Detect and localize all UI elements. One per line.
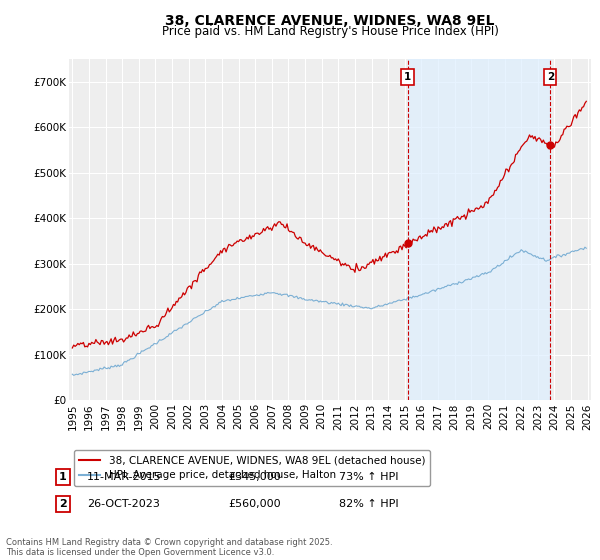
Text: £345,000: £345,000 [228,472,281,482]
Bar [407,59,550,400]
Text: 2: 2 [547,72,554,82]
Text: 11-MAR-2015: 11-MAR-2015 [87,472,161,482]
Text: 1: 1 [404,72,411,82]
Text: 1: 1 [59,472,67,482]
Text: Price paid vs. HM Land Registry's House Price Index (HPI): Price paid vs. HM Land Registry's House … [161,25,499,38]
Legend: 38, CLARENCE AVENUE, WIDNES, WA8 9EL (detached house), HPI: Average price, detac: 38, CLARENCE AVENUE, WIDNES, WA8 9EL (de… [74,450,430,486]
Text: 82% ↑ HPI: 82% ↑ HPI [339,499,398,509]
Text: £560,000: £560,000 [228,499,281,509]
Text: 2: 2 [59,499,67,509]
Text: 73% ↑ HPI: 73% ↑ HPI [339,472,398,482]
Text: 26-OCT-2023: 26-OCT-2023 [87,499,160,509]
Text: 38, CLARENCE AVENUE, WIDNES, WA8 9EL: 38, CLARENCE AVENUE, WIDNES, WA8 9EL [165,14,495,28]
Text: Contains HM Land Registry data © Crown copyright and database right 2025.
This d: Contains HM Land Registry data © Crown c… [6,538,332,557]
